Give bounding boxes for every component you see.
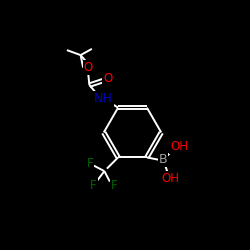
Text: NH: NH	[94, 92, 112, 105]
Text: O: O	[84, 60, 93, 74]
Text: B: B	[159, 154, 168, 166]
Text: F: F	[111, 179, 118, 192]
Text: OH: OH	[170, 140, 188, 153]
Text: OH: OH	[161, 172, 179, 185]
Text: F: F	[90, 179, 97, 192]
Text: O: O	[103, 72, 112, 85]
Text: F: F	[87, 157, 94, 170]
